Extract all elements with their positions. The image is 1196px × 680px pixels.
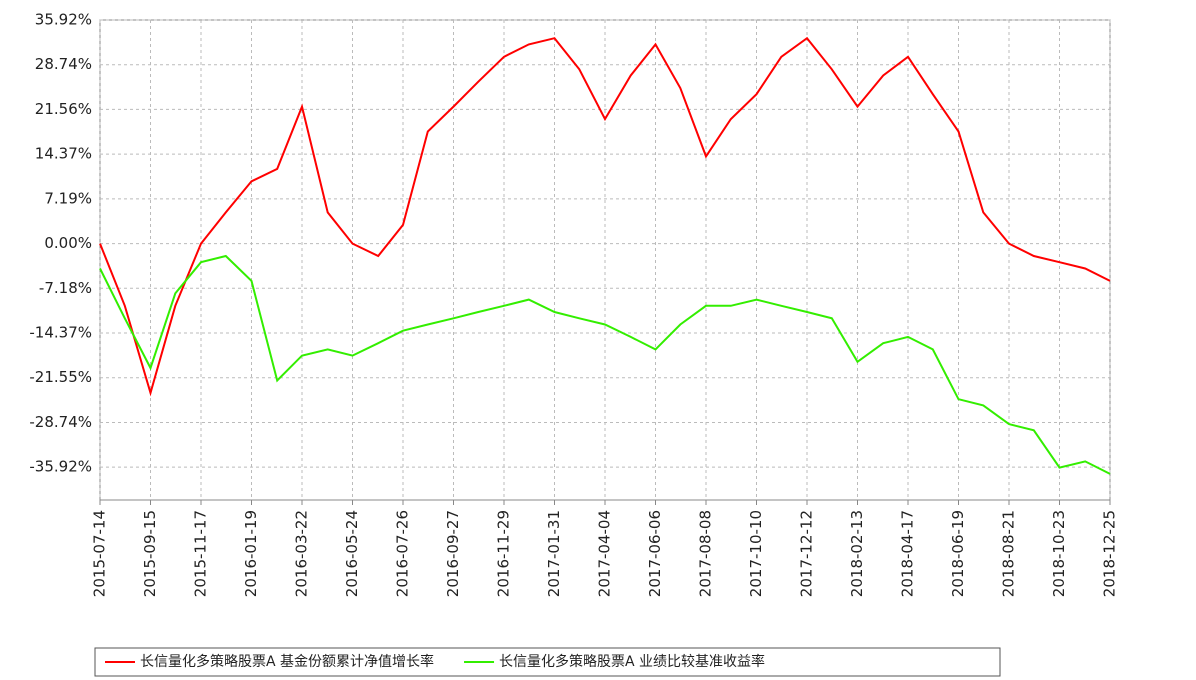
legend-label: 长信量化多策略股票A 基金份额累计净值增长率 [140, 653, 434, 670]
x-tick-label: 2017-01-31 [545, 510, 563, 597]
x-tick-label: 2015-11-17 [192, 510, 210, 597]
y-tick-label: -35.92% [29, 458, 92, 476]
y-tick-label: 14.37% [35, 145, 92, 163]
y-tick-label: -21.55% [29, 368, 92, 386]
y-tick-label: -14.37% [29, 324, 92, 342]
y-tick-label: 28.74% [35, 55, 92, 73]
x-tick-label: 2018-12-25 [1101, 510, 1119, 597]
x-tick-label: 2015-09-15 [141, 510, 159, 597]
x-tick-label: 2017-12-12 [798, 510, 816, 597]
legend-label: 长信量化多策略股票A 业绩比较基准收益率 [499, 653, 765, 670]
x-tick-label: 2017-06-06 [646, 510, 664, 597]
x-tick-label: 2017-08-08 [697, 510, 715, 597]
y-tick-label: 0.00% [44, 234, 92, 252]
x-tick-label: 2017-04-04 [596, 510, 614, 597]
x-tick-label: 2018-02-13 [848, 510, 866, 597]
x-tick-label: 2016-01-19 [242, 510, 260, 597]
y-tick-label: -7.18% [39, 279, 92, 297]
y-tick-label: -28.74% [29, 413, 92, 431]
x-tick-label: 2016-03-22 [293, 510, 311, 597]
x-tick-label: 2015-07-14 [91, 510, 109, 597]
y-tick-label: 35.92% [35, 11, 92, 29]
y-tick-label: 21.56% [35, 100, 92, 118]
x-tick-label: 2018-04-17 [899, 510, 917, 597]
x-tick-label: 2016-07-26 [394, 510, 412, 597]
x-tick-label: 2016-09-27 [444, 510, 462, 597]
x-tick-label: 2016-11-29 [495, 510, 513, 597]
x-tick-label: 2017-10-10 [747, 510, 765, 597]
chart: 35.92% 28.74% 21.56% 14.37% 7.19% 0.00% -7.18%… [0, 0, 1196, 680]
y-tick-label: 7.19% [44, 189, 92, 207]
x-tick-label: 2018-06-19 [949, 510, 967, 597]
x-tick-label: 2018-10-23 [1050, 510, 1068, 597]
x-tick-label: 2016-05-24 [343, 510, 361, 597]
x-tick-label: 2018-08-21 [1000, 510, 1018, 597]
